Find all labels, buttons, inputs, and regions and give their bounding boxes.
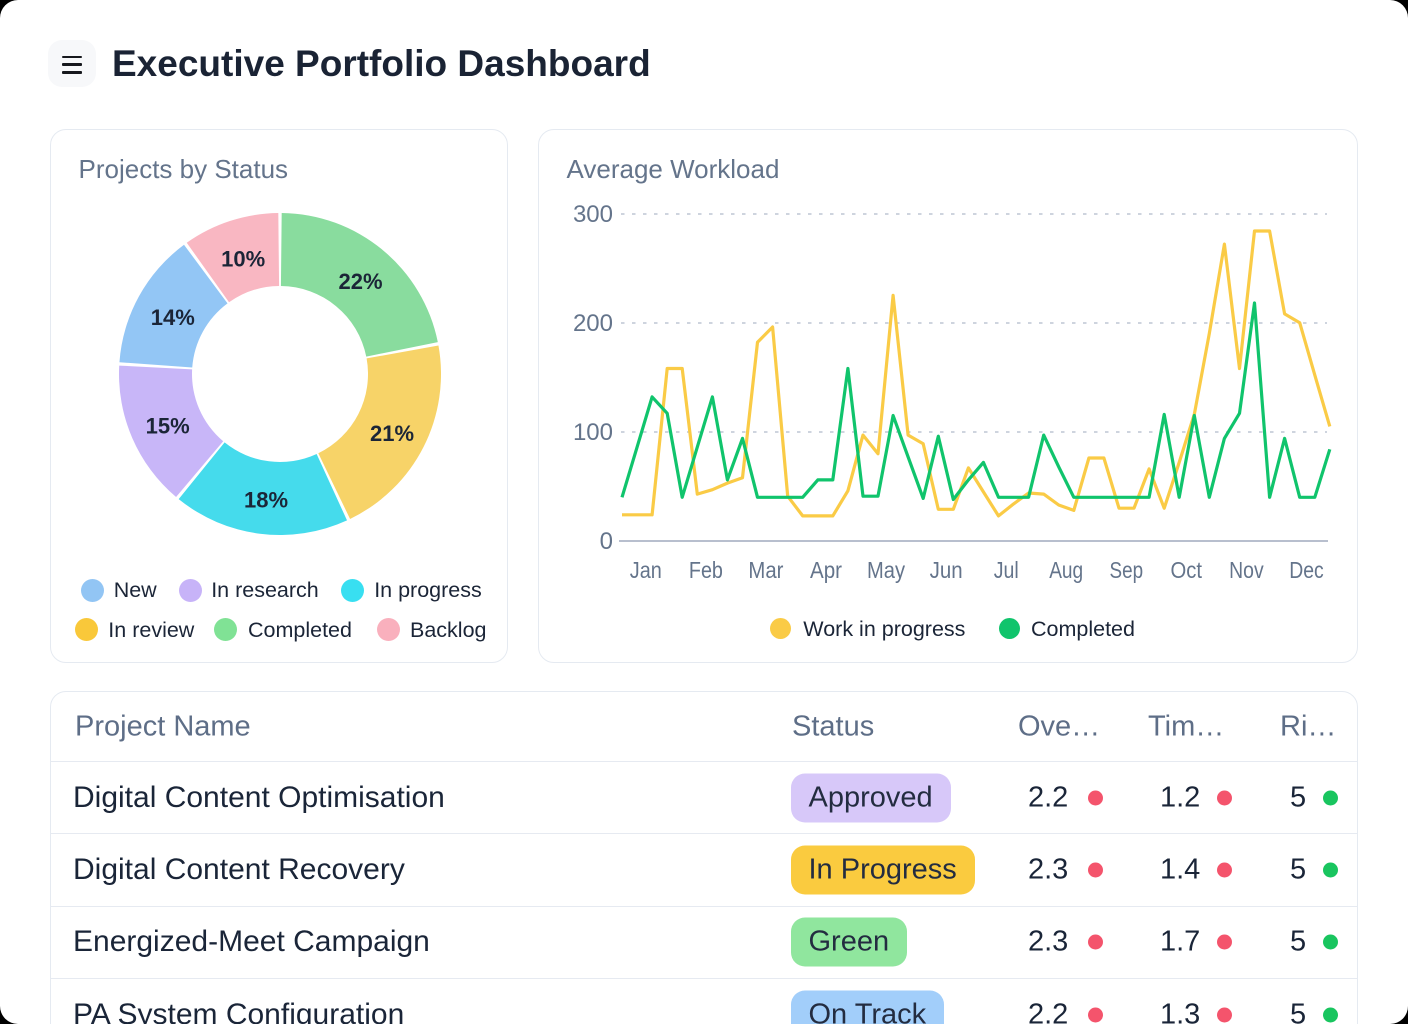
svg-text:15%: 15% (146, 414, 190, 439)
svg-text:May: May (867, 557, 905, 583)
svg-text:Aug: Aug (1049, 557, 1083, 583)
svg-text:21%: 21% (370, 421, 414, 446)
svg-text:200: 200 (573, 310, 613, 337)
svg-text:Nov: Nov (1229, 557, 1264, 583)
svg-text:Jun: Jun (930, 557, 963, 583)
svg-text:Jul: Jul (994, 557, 1019, 583)
svg-text:Sep: Sep (1110, 557, 1144, 583)
svg-text:Feb: Feb (689, 557, 723, 583)
svg-text:100: 100 (573, 419, 613, 446)
svg-text:Mar: Mar (748, 557, 783, 583)
svg-text:Dec: Dec (1289, 557, 1324, 583)
svg-text:Jan: Jan (630, 557, 662, 583)
svg-text:0: 0 (600, 528, 613, 555)
svg-text:10%: 10% (221, 247, 265, 272)
svg-text:18%: 18% (244, 488, 288, 513)
svg-text:300: 300 (573, 201, 613, 228)
svg-text:Apr: Apr (810, 557, 842, 583)
svg-text:Oct: Oct (1171, 557, 1203, 583)
svg-text:14%: 14% (151, 305, 195, 330)
svg-text:22%: 22% (338, 269, 382, 294)
